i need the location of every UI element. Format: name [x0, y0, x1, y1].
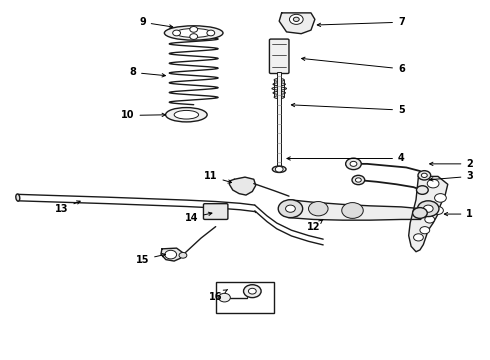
- Ellipse shape: [174, 111, 198, 119]
- Circle shape: [294, 17, 299, 22]
- Ellipse shape: [175, 28, 212, 37]
- Ellipse shape: [179, 252, 187, 258]
- Ellipse shape: [272, 166, 286, 172]
- Circle shape: [416, 186, 428, 194]
- Ellipse shape: [16, 194, 20, 201]
- Circle shape: [190, 34, 197, 40]
- Circle shape: [278, 200, 303, 218]
- Polygon shape: [289, 200, 421, 220]
- Circle shape: [435, 194, 446, 202]
- Ellipse shape: [164, 26, 223, 40]
- Circle shape: [352, 175, 365, 185]
- Circle shape: [172, 30, 180, 36]
- Ellipse shape: [274, 78, 284, 81]
- Circle shape: [413, 208, 427, 219]
- Bar: [277, 72, 281, 169]
- Circle shape: [421, 173, 427, 177]
- Polygon shape: [279, 13, 315, 34]
- Circle shape: [342, 203, 363, 219]
- Text: 10: 10: [121, 111, 166, 121]
- FancyBboxPatch shape: [270, 39, 289, 73]
- Circle shape: [425, 216, 435, 223]
- Circle shape: [290, 14, 303, 24]
- Ellipse shape: [272, 87, 287, 90]
- Text: 15: 15: [136, 253, 166, 265]
- Ellipse shape: [166, 108, 207, 122]
- Circle shape: [414, 234, 423, 241]
- Circle shape: [350, 161, 357, 166]
- FancyBboxPatch shape: [203, 204, 228, 220]
- Text: 12: 12: [307, 220, 323, 232]
- Text: 4: 4: [287, 153, 405, 163]
- Circle shape: [275, 166, 283, 172]
- Circle shape: [345, 158, 361, 170]
- Text: 5: 5: [292, 103, 405, 115]
- Bar: [216, 282, 274, 313]
- Circle shape: [190, 27, 197, 32]
- Circle shape: [286, 205, 295, 212]
- Text: 16: 16: [209, 289, 228, 302]
- Circle shape: [165, 250, 176, 259]
- Circle shape: [309, 202, 328, 216]
- Circle shape: [433, 207, 443, 215]
- Circle shape: [423, 205, 433, 212]
- Circle shape: [355, 178, 361, 182]
- Circle shape: [420, 226, 430, 234]
- Polygon shape: [161, 248, 182, 261]
- Circle shape: [244, 285, 261, 298]
- Polygon shape: [409, 176, 448, 252]
- Text: 13: 13: [55, 201, 80, 214]
- Circle shape: [418, 171, 431, 180]
- Circle shape: [427, 179, 439, 188]
- Text: 6: 6: [302, 57, 405, 74]
- Text: 3: 3: [430, 171, 473, 181]
- Text: 8: 8: [129, 67, 166, 77]
- Ellipse shape: [273, 91, 286, 94]
- Text: 7: 7: [317, 17, 405, 27]
- Text: 2: 2: [430, 159, 473, 169]
- Circle shape: [219, 293, 230, 302]
- Text: 11: 11: [204, 171, 231, 183]
- Text: 1: 1: [444, 209, 473, 219]
- Circle shape: [207, 30, 215, 36]
- Text: 9: 9: [139, 17, 173, 28]
- Circle shape: [248, 288, 256, 294]
- Circle shape: [210, 207, 221, 216]
- Ellipse shape: [273, 83, 286, 86]
- Ellipse shape: [274, 96, 284, 99]
- Polygon shape: [229, 177, 256, 195]
- Circle shape: [417, 201, 439, 217]
- Text: 14: 14: [185, 212, 212, 222]
